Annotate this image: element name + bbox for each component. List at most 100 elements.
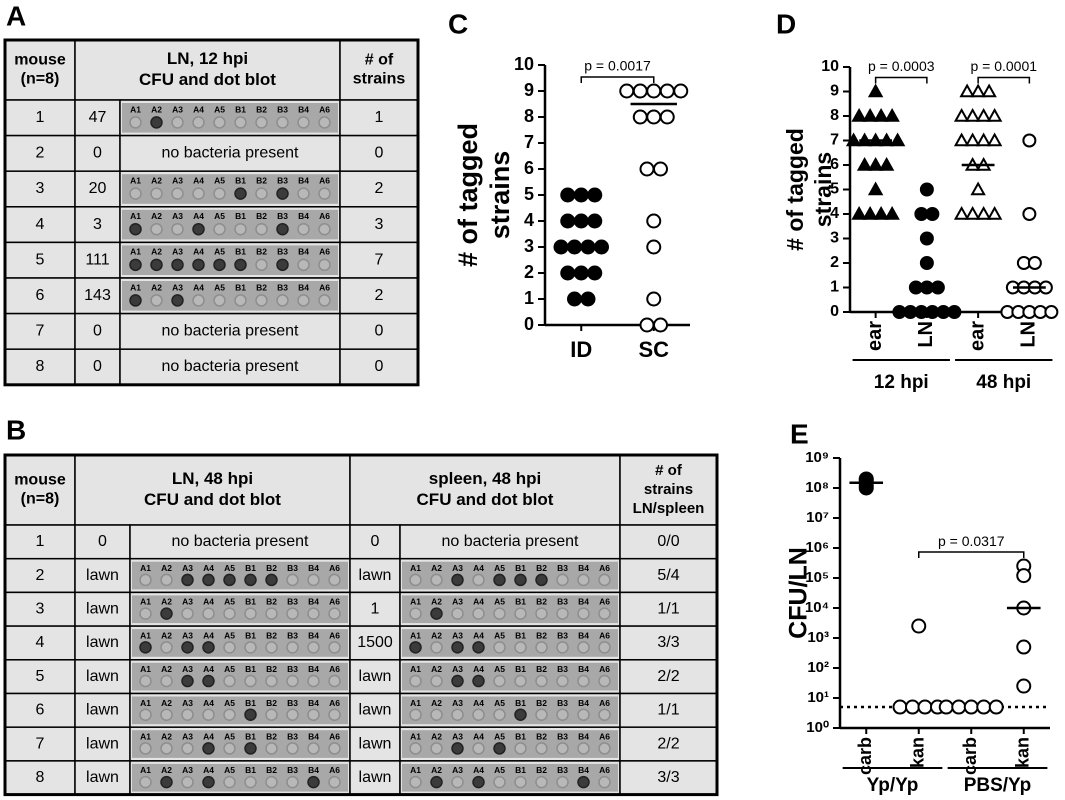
blot-dot — [192, 187, 205, 200]
blot-dot — [514, 742, 527, 755]
panel-label: B — [6, 414, 26, 445]
significance-bracket — [874, 76, 928, 84]
header-text: CFU and dot blot — [144, 490, 281, 509]
blot-label: A2 — [161, 664, 172, 674]
cell-text: 0 — [93, 358, 102, 375]
blot-dot — [181, 742, 194, 755]
blot-label: B2 — [266, 597, 277, 607]
point — [925, 207, 940, 221]
blot-label: B1 — [245, 664, 256, 674]
blot-label: B4 — [298, 247, 309, 257]
blot-dot — [409, 775, 422, 789]
blot-label: A5 — [214, 211, 225, 221]
positive-dot — [577, 775, 590, 789]
blot-dot — [255, 294, 268, 307]
cell-text: 0 — [375, 323, 384, 340]
blot-label: A3 — [452, 698, 463, 708]
point — [632, 109, 648, 125]
significance-bracket — [918, 551, 1025, 559]
blot-label: B1 — [245, 597, 256, 607]
point — [851, 107, 867, 122]
blot-dot — [297, 222, 310, 236]
blot-dot — [409, 607, 422, 620]
blot-label: B2 — [256, 211, 267, 221]
y-axis-label: strains — [810, 152, 836, 227]
blot-dot — [598, 641, 611, 654]
blot-dot — [255, 258, 268, 272]
point — [970, 83, 986, 98]
blot-label: B2 — [266, 664, 277, 674]
blot-label: A6 — [319, 247, 330, 257]
point — [1022, 133, 1037, 148]
blot-dot — [556, 641, 569, 654]
blot-dot — [472, 573, 485, 587]
blot-label: A1 — [410, 698, 421, 708]
blot-label: A3 — [452, 563, 463, 573]
blot-label: B2 — [266, 731, 277, 741]
blot-label: A6 — [599, 664, 610, 674]
table-cell — [4, 760, 76, 796]
positive-dot — [451, 674, 464, 688]
blot-label: A5 — [494, 765, 505, 775]
blot-dot — [318, 258, 331, 272]
point — [873, 107, 889, 122]
cell-text: lawn — [86, 769, 119, 786]
blot-label: B3 — [557, 765, 568, 775]
blot-dot — [139, 674, 152, 688]
blot-label: A3 — [172, 282, 183, 292]
blot-dot — [556, 742, 569, 755]
blot-dot — [493, 641, 506, 654]
blot-label: B2 — [536, 765, 547, 775]
blot-dot — [493, 775, 506, 789]
point — [851, 205, 867, 220]
blot-label: B1 — [515, 731, 526, 741]
group-label: 12 hpi — [874, 372, 929, 393]
cell-text: lawn — [86, 567, 119, 584]
blot-label: A4 — [203, 698, 214, 708]
cell-text: no bacteria present — [172, 533, 310, 550]
blot-dot — [307, 607, 320, 620]
blot-label: A5 — [214, 247, 225, 257]
panel-label: A — [6, 0, 26, 31]
blot-dot — [160, 674, 173, 688]
cell-text: 4 — [36, 634, 45, 651]
blot-label: A4 — [473, 698, 484, 708]
blot-label: A5 — [494, 597, 505, 607]
blot-label: B3 — [287, 731, 298, 741]
positive-dot — [202, 573, 215, 587]
blot-label: A6 — [319, 104, 330, 114]
point — [986, 132, 1003, 147]
point — [1044, 305, 1059, 319]
cell-text: 0 — [375, 358, 384, 375]
blot-dot — [472, 742, 485, 755]
y-tick-label: 7 — [524, 132, 534, 152]
blot-label: A2 — [431, 698, 442, 708]
cell-text: 3 — [36, 600, 45, 617]
blot-dot — [535, 775, 548, 789]
point — [856, 156, 873, 171]
blot-label: A1 — [140, 664, 151, 674]
blot-label: A1 — [140, 563, 151, 573]
point — [560, 213, 576, 229]
y-tick-label: 9 — [830, 83, 839, 100]
table-cell — [119, 312, 341, 350]
positive-dot — [472, 775, 485, 789]
x-tick-label: carb — [855, 737, 875, 775]
header-text: CFU and dot blot — [417, 490, 554, 509]
blot-label: A3 — [452, 597, 463, 607]
blot-label: A3 — [182, 664, 193, 674]
blot-label: B3 — [557, 731, 568, 741]
blot-label: A4 — [203, 597, 214, 607]
blot-dot — [223, 674, 236, 688]
blot-label: A2 — [431, 731, 442, 741]
blot-label: A4 — [193, 175, 204, 185]
header-text: mouse — [14, 52, 66, 69]
cell-text: 111 — [85, 251, 109, 268]
cell-text: lawn — [86, 735, 119, 752]
positive-dot — [451, 742, 464, 755]
blot-label: B4 — [308, 597, 319, 607]
y-tick-label: 10³ — [807, 629, 829, 646]
blot-label: B4 — [578, 698, 589, 708]
y-tick-label: 10⁹ — [805, 449, 829, 466]
blot-dot — [328, 708, 341, 721]
